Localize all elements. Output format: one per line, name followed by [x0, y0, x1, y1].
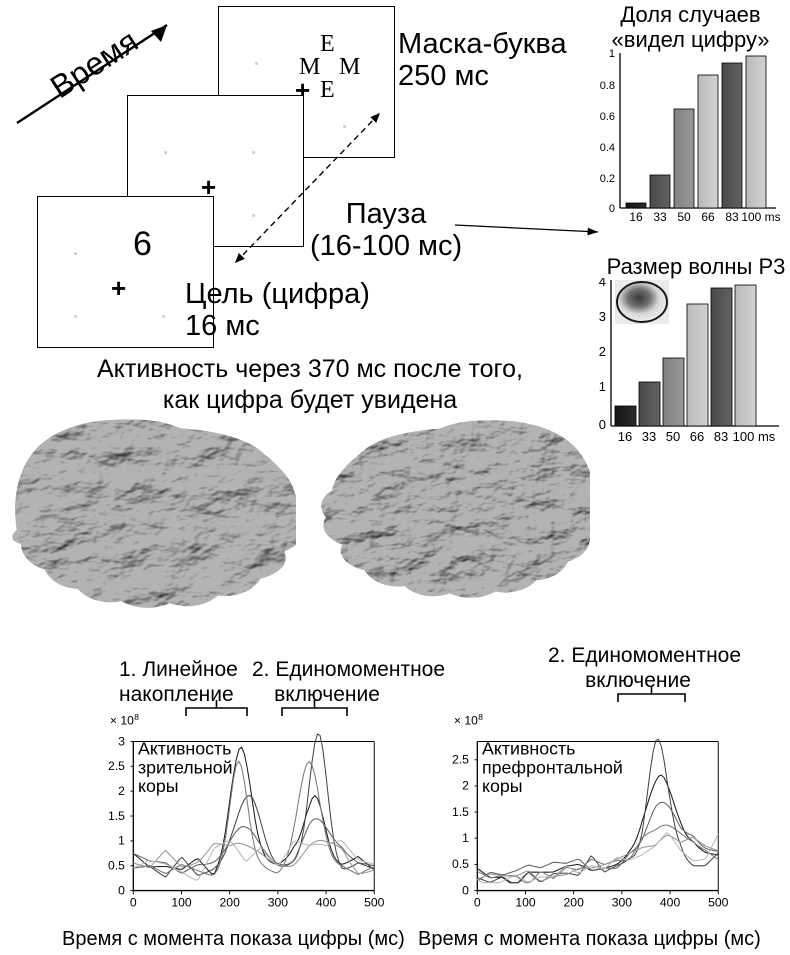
svg-text:500: 500	[708, 896, 729, 910]
svg-text:0: 0	[118, 883, 125, 897]
svg-text:0: 0	[462, 883, 469, 897]
svg-text:100: 100	[515, 896, 536, 910]
svg-text:0: 0	[130, 896, 137, 910]
svg-text:500: 500	[364, 896, 385, 910]
svg-text:200: 200	[220, 896, 241, 910]
svg-text:3: 3	[118, 734, 125, 748]
svg-text:200: 200	[564, 896, 585, 910]
svg-text:2: 2	[462, 779, 469, 793]
svg-text:× 10: × 10	[454, 714, 478, 728]
svg-text:8: 8	[478, 712, 483, 722]
svg-text:300: 300	[268, 896, 289, 910]
svg-text:2.5: 2.5	[452, 753, 469, 767]
svg-text:Активность: Активность	[138, 739, 231, 759]
svg-text:1: 1	[118, 834, 125, 848]
svg-text:300: 300	[612, 896, 633, 910]
svg-text:8: 8	[134, 712, 139, 722]
svg-text:2.5: 2.5	[108, 759, 125, 773]
svg-text:100: 100	[171, 896, 192, 910]
svg-text:0.5: 0.5	[452, 857, 469, 871]
svg-text:0.5: 0.5	[108, 858, 125, 872]
svg-text:зрительной: зрительной	[138, 757, 233, 777]
svg-text:1.5: 1.5	[108, 809, 125, 823]
svg-text:400: 400	[660, 896, 681, 910]
svg-text:1.5: 1.5	[452, 805, 469, 819]
svg-text:коры: коры	[138, 776, 179, 796]
svg-text:префронтальной: префронтальной	[482, 757, 623, 777]
svg-text:400: 400	[316, 896, 337, 910]
svg-text:1: 1	[462, 831, 469, 845]
svg-text:2: 2	[118, 784, 125, 798]
svg-text:коры: коры	[482, 776, 523, 796]
svg-text:Активность: Активность	[482, 739, 575, 759]
svg-text:× 10: × 10	[110, 714, 134, 728]
svg-text:0: 0	[474, 896, 481, 910]
